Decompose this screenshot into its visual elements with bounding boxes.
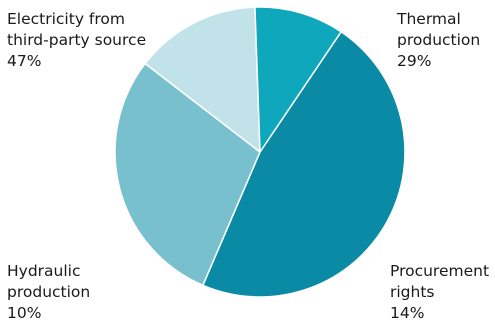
label-thermal-production: Thermal production 29% — [397, 9, 480, 72]
label-line: production — [7, 283, 91, 301]
label-line: Electricity from — [7, 10, 125, 28]
label-value: 47% — [7, 52, 42, 70]
slice-hydraulic-production — [254, 6, 342, 153]
label-line: third-party source — [7, 31, 147, 49]
slice-electricity-third-party — [202, 31, 406, 298]
label-value: 10% — [7, 304, 42, 322]
label-procurement-rights: Procurement rights 14% — [390, 261, 489, 324]
label-line: Hydraulic — [7, 262, 81, 280]
label-line: rights — [390, 283, 435, 301]
pie-slices — [114, 6, 406, 298]
label-value: 14% — [390, 304, 425, 322]
slice-thermal-production — [114, 62, 261, 287]
label-hydraulic-production: Hydraulic production 10% — [7, 261, 90, 324]
label-line: Thermal — [397, 10, 461, 28]
label-line: production — [397, 31, 481, 49]
label-value: 29% — [397, 52, 432, 70]
label-line: Procurement — [390, 262, 490, 280]
slice-procurement-rights — [144, 6, 261, 153]
label-electricity-third-party: Electricity from third-party source 47% — [7, 9, 146, 72]
